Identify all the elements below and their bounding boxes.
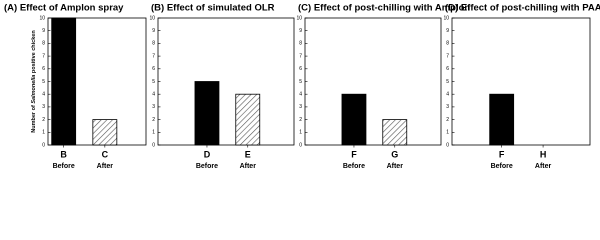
y-tick-label: 2: [152, 117, 155, 123]
y-tick-label: 0: [299, 142, 302, 148]
y-tick-label: 5: [299, 79, 302, 85]
y-tick-label: 3: [152, 104, 155, 110]
y-tick-label: 0: [446, 142, 449, 148]
y-tick-label: 1: [152, 130, 155, 136]
bar: [489, 93, 515, 146]
y-tick-label: 10: [296, 15, 302, 21]
plot-frame: [304, 17, 442, 146]
y-tick-label: 4: [299, 92, 302, 98]
x-tick-sublabel: Before: [196, 163, 218, 170]
y-tick-label: 1: [446, 130, 449, 136]
y-tick-label: 10: [149, 15, 155, 21]
y-axis-label-part: positive chicken: [31, 30, 37, 75]
chart-title: (D) Effect of post-chilling with PAA: [445, 3, 600, 14]
y-tick-label: 3: [446, 104, 449, 110]
y-tick-label: 9: [152, 28, 155, 34]
x-tick-label: F: [499, 149, 505, 159]
figure: (A) Effect of Amplon spray012345678910Nu…: [4, 3, 600, 170]
y-tick-label: 0: [152, 142, 155, 148]
y-tick-label: 6: [446, 66, 449, 72]
y-tick-label: 6: [299, 66, 302, 72]
x-tick-sublabel: After: [240, 163, 257, 170]
y-tick-label: 7: [42, 53, 45, 59]
y-axis-label-part: Salmonella: [31, 75, 37, 104]
y-tick-label: 5: [152, 79, 155, 85]
x-tick-sublabel: Before: [343, 163, 365, 170]
y-tick-label: 8: [299, 41, 302, 47]
y-tick-label: 3: [42, 104, 45, 110]
y-tick-label: 5: [446, 79, 449, 85]
y-axis-label: Number of Salmonella positive chicken: [31, 30, 37, 133]
y-tick-label: 1: [42, 130, 45, 136]
chart-title: (C) Effect of post-chilling with Amplon: [298, 3, 470, 14]
y-tick-label: 6: [42, 66, 45, 72]
bar: [92, 119, 118, 146]
bar: [51, 17, 77, 146]
chart-title: (B) Effect of simulated OLR: [151, 3, 275, 14]
y-tick-label: 7: [299, 53, 302, 59]
x-tick-label: E: [245, 149, 251, 159]
y-tick-label: 8: [42, 41, 45, 47]
plot-frame: [451, 17, 591, 146]
x-tick-label: C: [102, 149, 109, 159]
y-tick-label: 10: [443, 15, 449, 21]
x-tick-label: F: [351, 149, 357, 159]
y-tick-label: 9: [299, 28, 302, 34]
bar: [382, 119, 408, 146]
x-tick-sublabel: Before: [53, 163, 75, 170]
y-tick-label: 9: [42, 28, 45, 34]
y-tick-label: 7: [152, 53, 155, 59]
y-tick-label: 8: [446, 41, 449, 47]
x-tick-label: H: [540, 149, 547, 159]
y-tick-label: 3: [299, 104, 302, 110]
y-tick-label: 2: [42, 117, 45, 123]
y-tick-label: 1: [299, 130, 302, 136]
x-tick-label: B: [60, 149, 67, 159]
x-tick-sublabel: After: [387, 163, 404, 170]
y-tick-label: 6: [152, 66, 155, 72]
y-tick-label: 5: [42, 79, 45, 85]
x-tick-sublabel: Before: [491, 163, 513, 170]
bar: [341, 93, 367, 146]
y-tick-label: 4: [42, 92, 45, 98]
x-tick-label: G: [391, 149, 398, 159]
y-tick-label: 7: [446, 53, 449, 59]
y-tick-label: 0: [42, 142, 45, 148]
y-tick-label: 9: [446, 28, 449, 34]
x-tick-sublabel: After: [97, 163, 114, 170]
y-tick-label: 4: [152, 92, 155, 98]
x-tick-label: D: [204, 149, 211, 159]
bar: [194, 81, 220, 146]
y-tick-label: 8: [152, 41, 155, 47]
x-tick-sublabel: After: [535, 163, 552, 170]
plot-frame: [157, 17, 295, 146]
y-tick-label: 2: [446, 117, 449, 123]
y-tick-label: 2: [299, 117, 302, 123]
y-tick-label: 10: [39, 15, 45, 21]
bar: [235, 93, 261, 146]
y-tick-label: 4: [446, 92, 449, 98]
y-axis-label-part: Number of: [31, 104, 37, 133]
chart-title: (A) Effect of Amplon spray: [4, 3, 124, 14]
